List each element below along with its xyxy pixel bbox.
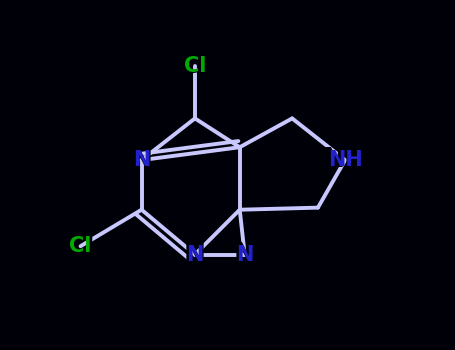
Text: NH: NH [328, 150, 363, 170]
Text: N: N [236, 245, 253, 265]
Text: Cl: Cl [66, 233, 95, 259]
Text: Cl: Cl [69, 236, 92, 256]
Text: N: N [133, 150, 150, 170]
Text: N: N [234, 241, 256, 267]
Text: N: N [186, 245, 204, 265]
Text: N: N [184, 241, 206, 267]
Text: N: N [131, 147, 152, 173]
Text: Cl: Cl [181, 52, 209, 79]
Text: Cl: Cl [184, 56, 206, 76]
Text: NH: NH [323, 147, 367, 173]
